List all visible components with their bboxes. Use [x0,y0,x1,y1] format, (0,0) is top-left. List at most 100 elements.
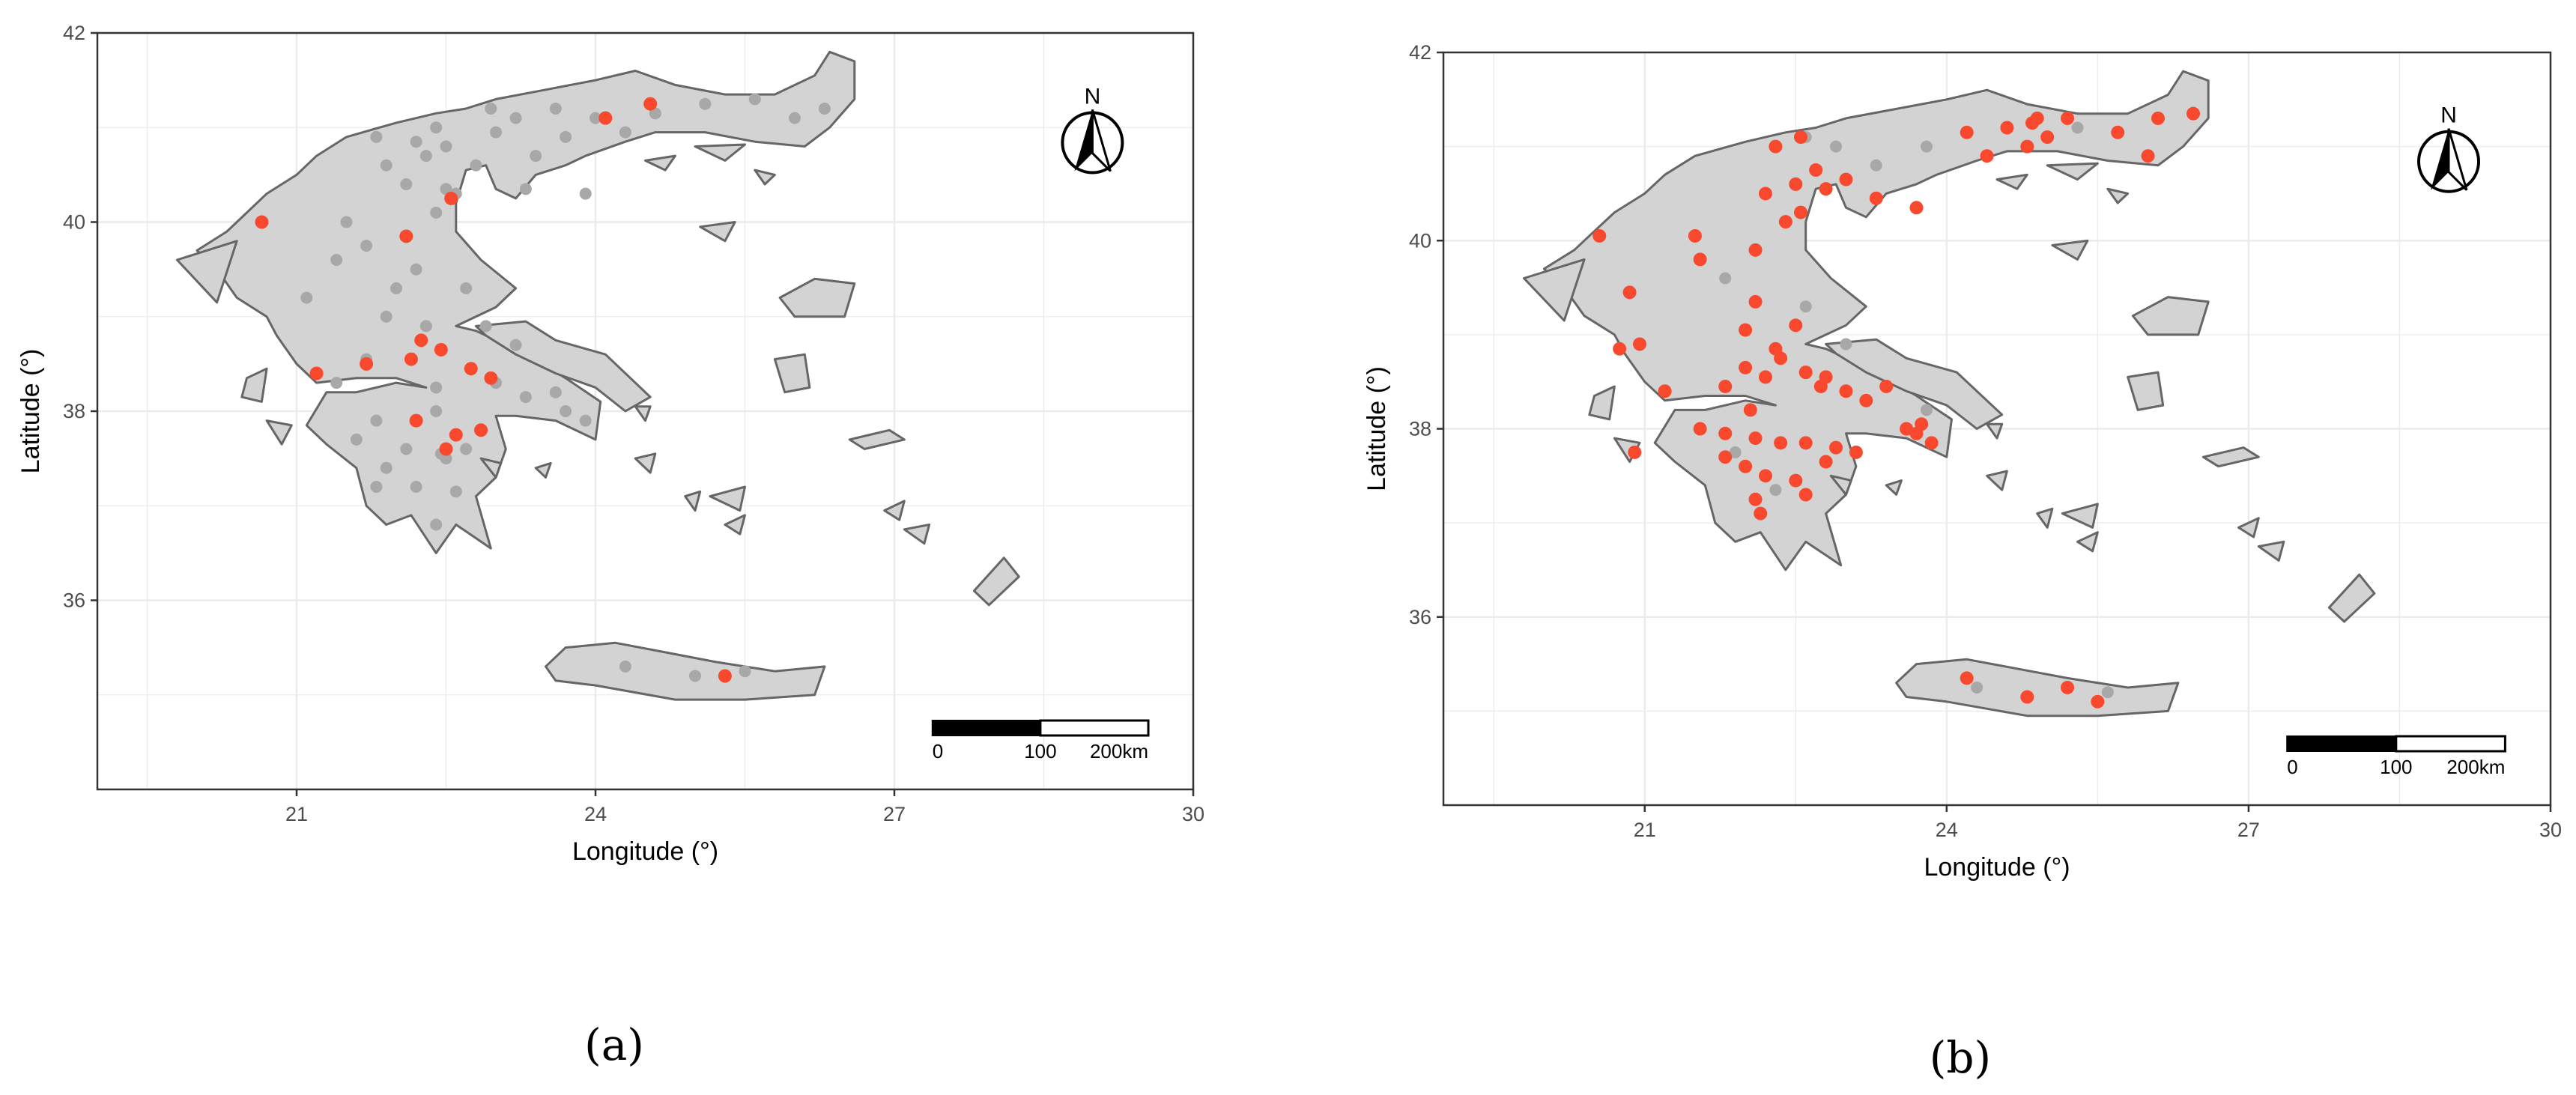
station-point-red [1748,294,1763,309]
station-point-red [1859,393,1873,407]
station-point-red [1909,426,1924,440]
island-outline [265,419,293,446]
x-tick-label: 24 [1936,819,1958,841]
island-outline [644,154,676,172]
station-point-gray [789,112,801,124]
island-outline [1885,479,1903,496]
station-point-red [1748,243,1763,257]
island-outline [545,641,826,701]
station-point-red [1758,370,1772,384]
station-point-red [1743,403,1757,417]
island-outline [2237,517,2260,539]
x-tick-label: 30 [1182,803,1204,825]
x-tick-label: 21 [1634,819,1656,841]
station-point-gray [579,414,592,427]
station-point-gray [818,103,831,115]
station-point-red [1739,323,1753,337]
island-outline [1986,422,2004,440]
x-tick-label: 24 [584,803,607,825]
station-point-red [2000,121,2014,135]
station-point-gray [430,381,443,394]
station-point-red [1879,379,1894,393]
station-point-gray [400,443,413,455]
scale-bar-label: 200km [1090,740,1148,762]
station-point-red [1628,445,1642,459]
station-point-red [2151,111,2165,125]
island-outline [1523,258,1586,322]
station-point-gray [419,320,432,333]
y-axis-title: Latitude (°) [16,349,45,474]
station-point-red [309,366,324,380]
station-point-red [1718,426,1733,440]
island-outline [2106,187,2130,204]
station-point-gray [330,377,343,389]
station-point-red [1819,455,1833,469]
north-label: N [2440,103,2457,128]
island-outline [2061,503,2099,529]
mainland-outline [196,50,856,554]
station-point-red [360,357,374,371]
island-outline [1995,173,2028,190]
station-point-gray [430,121,443,134]
station-point-gray [479,320,492,333]
y-tick-label: 36 [63,589,85,612]
island-outline [724,514,746,536]
station-point-gray [350,433,363,446]
station-point-gray [1719,272,1732,285]
island-outline [2127,371,2165,411]
island-outline [883,500,906,521]
y-tick-label: 36 [1409,606,1431,628]
island-outline [2131,296,2210,336]
station-point-red [255,215,269,229]
station-point-red [1819,182,1833,196]
island-outline [773,353,811,394]
island-outline [479,457,503,479]
island-outline [754,169,776,186]
station-point-gray [380,159,393,172]
station-point-red [484,371,498,385]
station-point-red [1909,201,1924,215]
station-point-red [1774,436,1788,450]
y-tick-label: 40 [63,211,85,234]
station-point-red [1809,163,1823,178]
station-point-gray [619,660,631,673]
station-point-gray [400,178,413,190]
station-point-gray [739,665,751,678]
island-outline [2257,540,2285,562]
station-point-gray [440,183,452,195]
station-point-red [464,362,478,376]
station-point-red [1813,379,1828,393]
scale-bar-label: 100 [1024,740,1056,762]
station-point-gray [649,107,661,120]
station-point-red [1748,492,1763,506]
station-point-red [1688,228,1702,243]
station-point-red [1798,488,1813,502]
station-point-red [1769,342,1783,356]
island-outline [709,485,746,512]
station-point-red [1769,139,1783,154]
island-outline [684,490,702,512]
station-point-gray [689,670,701,682]
station-point-gray [549,386,562,398]
station-point-gray [430,206,443,219]
island-outline [778,277,856,318]
station-point-gray [449,485,462,498]
station-point-red [1693,252,1707,267]
station-point-red [409,413,423,428]
station-point-gray [370,414,383,427]
island-outline [903,524,931,545]
panel-label-a: (a) [584,1019,644,1070]
station-point-gray [490,126,502,139]
station-point-gray [419,150,432,163]
station-point-gray [509,112,522,124]
station-point-gray [430,405,443,417]
station-point-gray [1769,484,1782,497]
station-point-red [2111,125,2125,139]
station-point-red [1739,360,1753,374]
station-point-red [1748,431,1763,446]
station-point-gray [619,126,631,139]
x-tick-label: 21 [285,803,308,825]
station-point-red [434,342,448,357]
island-outline [534,461,552,479]
station-point-red [1739,459,1753,473]
